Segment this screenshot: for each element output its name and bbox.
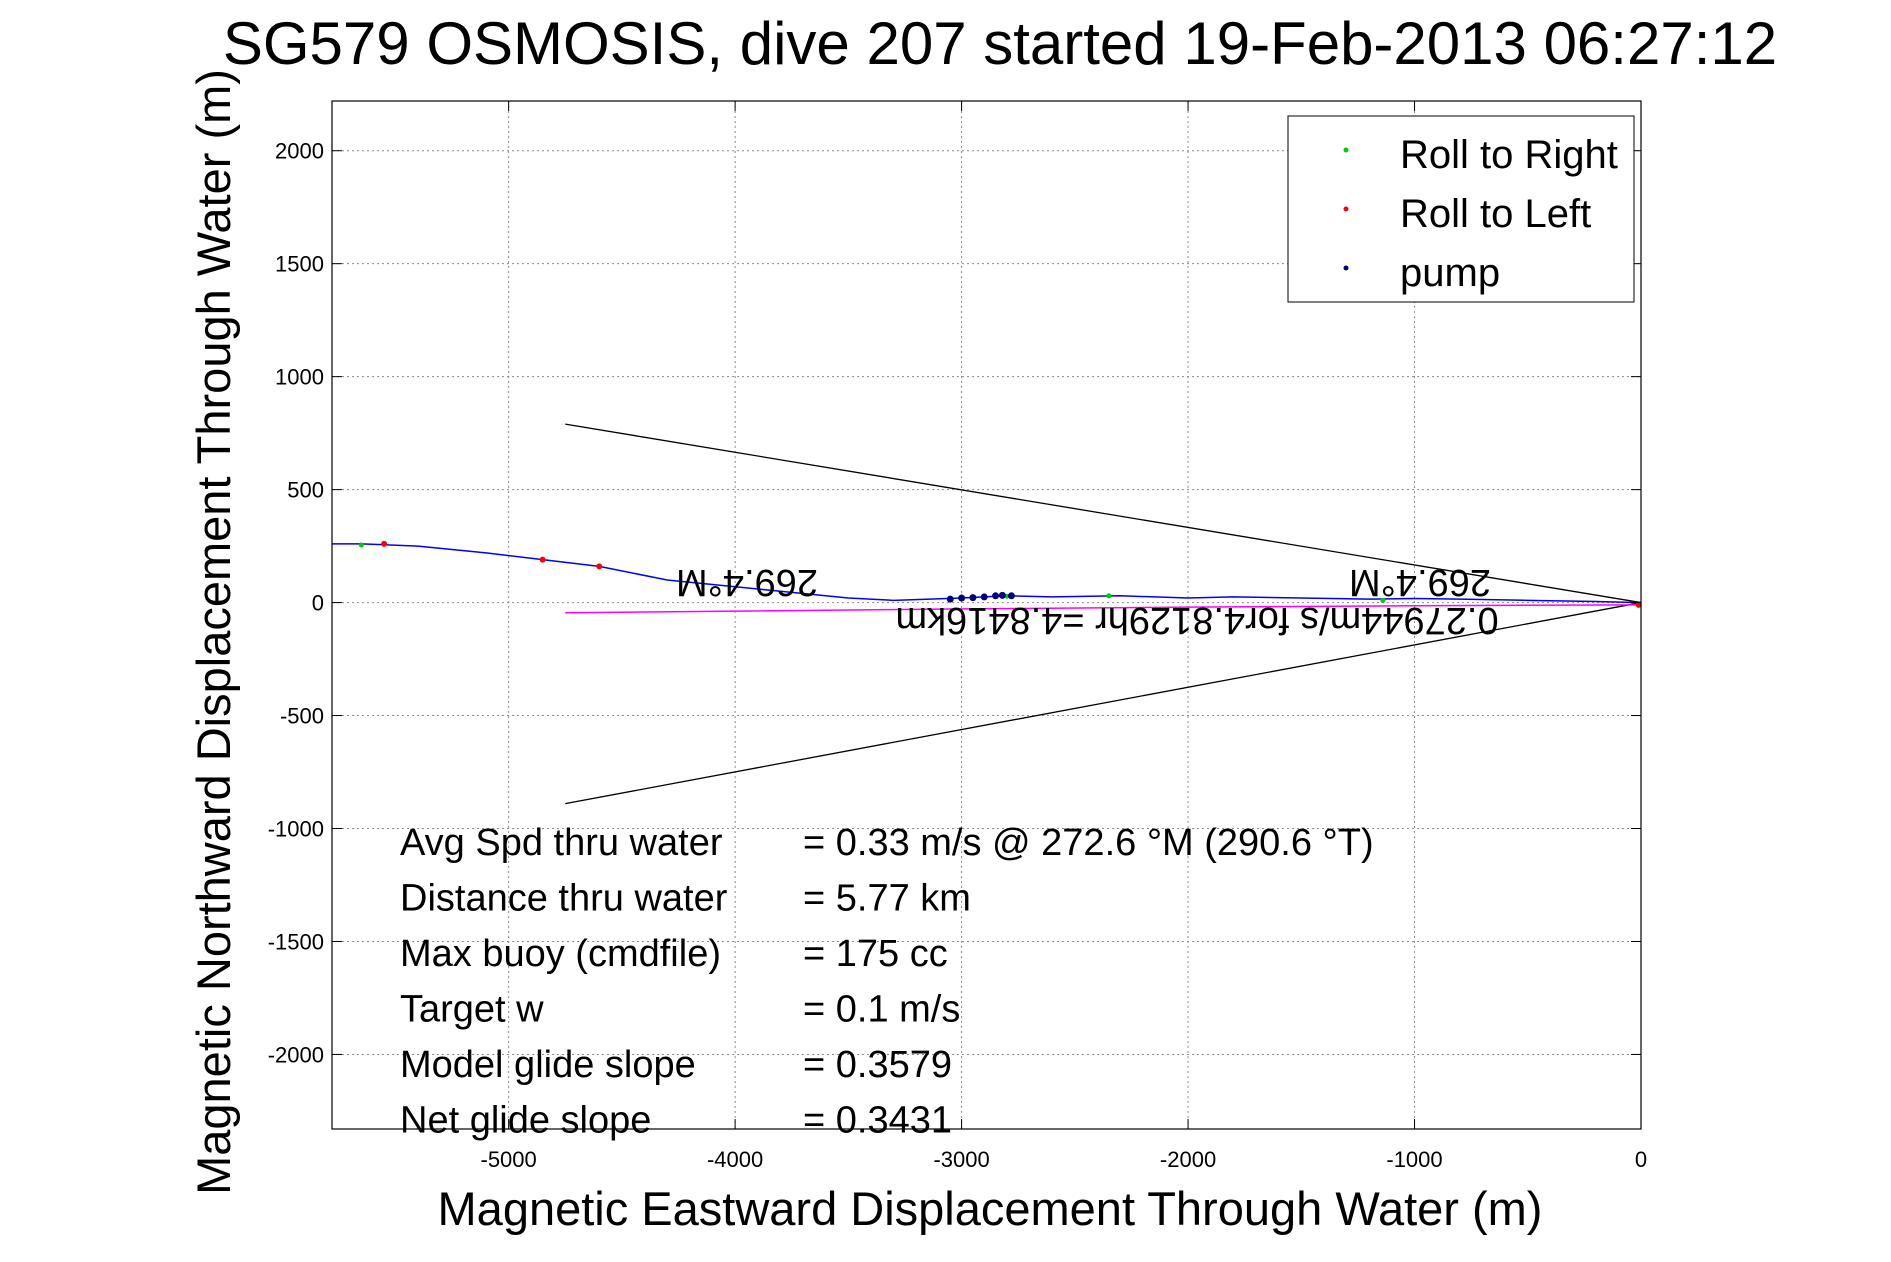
y-axis-label: Magnetic Northward Displacement Through … (187, 69, 240, 1195)
y-tick-label: 500 (287, 478, 324, 503)
stat-label: Model glide slope (400, 1044, 696, 1086)
current-line (565, 604, 1642, 614)
x-tick-label: -5000 (481, 1147, 537, 1172)
roll-right-marker (358, 542, 364, 548)
legend-label: pump (1400, 251, 1500, 295)
y-tick-label: 1500 (275, 252, 324, 277)
stat-value: = 0.33 m/s @ 272.6 °M (290.6 °T) (803, 822, 1374, 864)
stat-value: = 0.3431 (803, 1100, 952, 1142)
flipped-annotation: 269.4°M (1349, 561, 1491, 603)
legend-swatch (1343, 206, 1349, 212)
flipped-annotations: 269.4°M 269.4°M0.27944m/s for4.8129hr =4.… (676, 561, 1499, 641)
roll-left-marker (539, 556, 546, 563)
y-tick-label: 1000 (275, 365, 324, 390)
stat-value: = 175 cc (803, 933, 948, 975)
x-tick-label: -3000 (933, 1147, 989, 1172)
x-tick-label: -1000 (1386, 1147, 1442, 1172)
roll-right-marker (1106, 593, 1112, 599)
legend: Roll to Right Roll to Left pump (1287, 115, 1635, 303)
data-markers (358, 540, 1642, 608)
plot-frame (331, 100, 1642, 1130)
pump-marker (946, 595, 954, 603)
flipped-annotation: 269.4°M (676, 561, 818, 603)
stats-block: Avg Spd thru water = 0.33 m/s @ 272.6 °M … (400, 822, 1374, 1142)
roll-left-marker (596, 563, 603, 570)
flipped-annotation: 0.27944m/s for4.8129hr =4.8416km (895, 599, 1498, 641)
pump-marker (1007, 592, 1015, 600)
y-tick-label: -500 (280, 704, 324, 729)
pump-marker (980, 593, 988, 601)
pump-marker (992, 592, 1000, 600)
legend-label: Roll to Left (1400, 192, 1591, 236)
y-tick-label: -1500 (268, 929, 324, 954)
legend-label: Roll to Right (1400, 133, 1618, 177)
x-tick-label: -4000 (707, 1147, 763, 1172)
pump-marker (969, 594, 977, 602)
y-tick-label: 0 (312, 591, 324, 616)
pump-marker (998, 591, 1006, 599)
x-tick-label: 0 (1635, 1147, 1647, 1172)
y-tick-label: -2000 (268, 1042, 324, 1067)
heading-cone-line (565, 601, 1642, 805)
legend-swatch (1343, 147, 1349, 153)
stat-value: = 0.1 m/s (803, 989, 960, 1031)
roll-left-marker (381, 540, 388, 547)
chart-title: SG579 OSMOSIS, dive 207 started 19-Feb-2… (223, 10, 1777, 77)
stat-label: Max buoy (cmdfile) (400, 933, 721, 975)
roll-right-marker (1380, 597, 1386, 603)
y-tick-label: -1000 (268, 817, 324, 842)
stat-value: = 5.77 km (803, 878, 971, 920)
stat-label: Net glide slope (400, 1100, 651, 1142)
stat-value: = 0.3579 (803, 1044, 952, 1086)
stat-label: Avg Spd thru water (400, 822, 723, 864)
y-tick-label: 2000 (275, 139, 324, 164)
x-axis-label: Magnetic Eastward Displacement Through W… (438, 1182, 1543, 1235)
stat-label: Distance thru water (400, 878, 728, 920)
axis-ticks: -5000 -4000 -3000 -2000 -1000 020001500100050… (268, 101, 1647, 1172)
heading-cone-line (565, 423, 1642, 604)
pump-marker (958, 594, 966, 602)
x-tick-label: -2000 (1160, 1147, 1216, 1172)
legend-swatch (1343, 265, 1349, 271)
stat-label: Target w (400, 989, 544, 1031)
roll-left-marker (1635, 601, 1642, 608)
